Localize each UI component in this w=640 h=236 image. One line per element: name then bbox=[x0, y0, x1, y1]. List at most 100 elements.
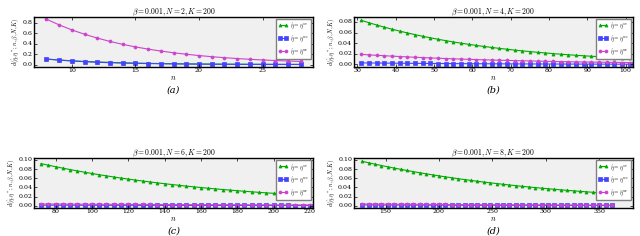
$\hat{\eta}=\eta^{wc}$ bbox=[262, 204, 270, 207]
$\hat{\eta}=\eta^{sv}$ bbox=[81, 60, 88, 63]
$\hat{\eta}=\bar{\eta}^{wc}$ bbox=[390, 203, 398, 206]
$\hat{\eta}=\bar{\eta}^{wc}$ bbox=[480, 203, 488, 206]
$\hat{\eta}=\bar{\eta}^{wc}$ bbox=[284, 60, 292, 63]
$\hat{\eta}=\eta^{wc}$ bbox=[88, 204, 96, 207]
$\hat{\eta}=\bar{\eta}^{wc}$ bbox=[66, 203, 74, 206]
X-axis label: $n$: $n$ bbox=[490, 215, 497, 223]
$\hat{\eta}=\eta^{wc}$ bbox=[426, 62, 434, 65]
$\hat{\eta}=\eta^{sv}$ bbox=[357, 19, 365, 22]
$\hat{\eta}=\bar{\eta}^{wc}$ bbox=[416, 203, 424, 206]
$\hat{\eta}=\eta^{sv}$ bbox=[284, 193, 292, 196]
$\hat{\eta}=\eta^{sv}$ bbox=[588, 55, 595, 58]
$\hat{\eta}=\bar{\eta}^{wc}$ bbox=[378, 203, 385, 206]
$\hat{\eta}=\eta^{wc}$ bbox=[372, 62, 380, 64]
$\hat{\eta}=\bar{\eta}^{wc}$ bbox=[59, 203, 67, 206]
$\hat{\eta}=\eta^{sv}$ bbox=[378, 164, 385, 167]
$\hat{\eta}=\eta^{sv}$ bbox=[262, 191, 270, 194]
$\hat{\eta}=\eta^{sv}$ bbox=[44, 164, 52, 167]
$\hat{\eta}=\eta^{wc}$ bbox=[269, 204, 277, 207]
$\hat{\eta}=\bar{\eta}^{wc}$ bbox=[170, 51, 177, 54]
$\hat{\eta}=\eta^{sv}$ bbox=[603, 56, 611, 59]
$\hat{\eta}=\bar{\eta}^{wc}$ bbox=[480, 58, 488, 61]
Legend: $\hat{\eta}=\eta^{sv}$, $\hat{\eta}=\eta^{wc}$, $\hat{\eta}=\bar{\eta}^{wc}$: $\hat{\eta}=\eta^{sv}$, $\hat{\eta}=\eta… bbox=[276, 19, 310, 59]
$\hat{\eta}=\bar{\eta}^{wc}$ bbox=[197, 203, 205, 206]
$\hat{\eta}=\eta^{wc}$ bbox=[259, 63, 266, 66]
$\hat{\eta}=\eta^{wc}$ bbox=[457, 62, 465, 65]
$\hat{\eta}=\eta^{wc}$ bbox=[37, 204, 45, 206]
$\hat{\eta}=\eta^{wc}$ bbox=[572, 63, 580, 66]
Text: (b): (b) bbox=[486, 86, 500, 95]
$\hat{\eta}=\bar{\eta}^{wc}$ bbox=[95, 203, 103, 206]
$\hat{\eta}=\eta^{wc}$ bbox=[81, 60, 88, 63]
$\hat{\eta}=\eta^{sv}$ bbox=[291, 193, 299, 196]
$\hat{\eta}=\eta^{wc}$ bbox=[511, 63, 518, 65]
$\hat{\eta}=\eta^{sv}$ bbox=[557, 188, 564, 191]
$\hat{\eta}=\eta^{wc}$ bbox=[525, 204, 532, 207]
$\hat{\eta}=\eta^{sv}$ bbox=[572, 54, 580, 57]
$\hat{\eta}=\eta^{sv}$ bbox=[442, 175, 449, 178]
$\hat{\eta}=\bar{\eta}^{wc}$ bbox=[157, 50, 164, 52]
$\hat{\eta}=\eta^{sv}$ bbox=[132, 62, 140, 64]
$\hat{\eta}=\eta^{sv}$ bbox=[271, 63, 279, 66]
$\hat{\eta}=\eta^{wc}$ bbox=[538, 204, 545, 207]
Title: $\beta=0.001, N=6, K=200$: $\beta=0.001, N=6, K=200$ bbox=[132, 148, 216, 159]
$\hat{\eta}=\eta^{wc}$ bbox=[234, 63, 241, 66]
$\hat{\eta}=\eta^{sv}$ bbox=[219, 188, 227, 191]
$\hat{\eta}=\bar{\eta}^{wc}$ bbox=[37, 202, 45, 205]
$\hat{\eta}=\eta^{wc}$ bbox=[277, 204, 285, 207]
$\hat{\eta}=\bar{\eta}^{wc}$ bbox=[557, 204, 564, 206]
$\hat{\eta}=\eta^{sv}$ bbox=[595, 55, 603, 58]
$\hat{\eta}=\eta^{wc}$ bbox=[248, 204, 255, 207]
$\hat{\eta}=\eta^{sv}$ bbox=[493, 182, 500, 185]
$\hat{\eta}=\eta^{wc}$ bbox=[518, 204, 526, 207]
$\hat{\eta}=\eta^{wc}$ bbox=[297, 63, 305, 66]
$\hat{\eta}=\bar{\eta}^{wc}$ bbox=[572, 60, 580, 63]
$\hat{\eta}=\eta^{sv}$ bbox=[157, 62, 164, 65]
$\hat{\eta}=\eta^{wc}$ bbox=[221, 63, 228, 66]
$\hat{\eta}=\eta^{wc}$ bbox=[499, 204, 507, 207]
$\hat{\eta}=\bar{\eta}^{wc}$ bbox=[182, 53, 190, 56]
$\hat{\eta}=\bar{\eta}^{wc}$ bbox=[88, 203, 96, 206]
$\hat{\eta}=\bar{\eta}^{wc}$ bbox=[602, 204, 609, 206]
$\hat{\eta}=\bar{\eta}^{wc}$ bbox=[74, 203, 81, 206]
$\hat{\eta}=\bar{\eta}^{wc}$ bbox=[81, 203, 88, 206]
$\hat{\eta}=\eta^{wc}$ bbox=[234, 204, 241, 207]
$\hat{\eta}=\eta^{wc}$ bbox=[493, 204, 500, 207]
$\hat{\eta}=\eta^{wc}$ bbox=[422, 204, 430, 206]
Line: $\hat{\eta}=\eta^{sv}$: $\hat{\eta}=\eta^{sv}$ bbox=[360, 19, 631, 60]
$\hat{\eta}=\eta^{sv}$ bbox=[411, 33, 419, 36]
$\hat{\eta}=\eta^{sv}$ bbox=[422, 173, 430, 175]
$\hat{\eta}=\eta^{wc}$ bbox=[378, 204, 385, 206]
Line: $\hat{\eta}=\eta^{sv}$: $\hat{\eta}=\eta^{sv}$ bbox=[45, 58, 302, 66]
$\hat{\eta}=\eta^{wc}$ bbox=[595, 204, 603, 207]
$\hat{\eta}=\eta^{wc}$ bbox=[534, 63, 541, 65]
Line: $\hat{\eta}=\bar{\eta}^{wc}$: $\hat{\eta}=\bar{\eta}^{wc}$ bbox=[40, 202, 311, 206]
$\hat{\eta}=\bar{\eta}^{wc}$ bbox=[43, 18, 51, 21]
$\hat{\eta}=\eta^{wc}$ bbox=[474, 204, 481, 207]
$\hat{\eta}=\bar{\eta}^{wc}$ bbox=[563, 204, 571, 206]
$\hat{\eta}=\bar{\eta}^{wc}$ bbox=[208, 55, 216, 58]
$\hat{\eta}=\eta^{sv}$ bbox=[541, 51, 549, 54]
$\hat{\eta}=\eta^{sv}$ bbox=[564, 53, 572, 56]
$\hat{\eta}=\eta^{wc}$ bbox=[226, 204, 234, 207]
$\hat{\eta}=\eta^{wc}$ bbox=[588, 63, 595, 66]
$\hat{\eta}=\bar{\eta}^{wc}$ bbox=[110, 203, 118, 206]
$\hat{\eta}=\eta^{wc}$ bbox=[74, 204, 81, 207]
$\hat{\eta}=\eta^{sv}$ bbox=[396, 30, 403, 33]
$\hat{\eta}=\eta^{wc}$ bbox=[396, 62, 403, 65]
$\hat{\eta}=\bar{\eta}^{wc}$ bbox=[204, 203, 212, 206]
$\hat{\eta}=\bar{\eta}^{wc}$ bbox=[518, 59, 526, 62]
$\hat{\eta}=\eta^{sv}$ bbox=[277, 192, 285, 195]
$\hat{\eta}=\eta^{wc}$ bbox=[486, 204, 494, 207]
$\hat{\eta}=\bar{\eta}^{wc}$ bbox=[55, 24, 63, 26]
$\hat{\eta}=\eta^{wc}$ bbox=[544, 204, 552, 207]
$\hat{\eta}=\eta^{wc}$ bbox=[416, 204, 424, 206]
$\hat{\eta}=\eta^{wc}$ bbox=[611, 63, 618, 66]
$\hat{\eta}=\bar{\eta}^{wc}$ bbox=[145, 48, 152, 51]
$\hat{\eta}=\bar{\eta}^{wc}$ bbox=[262, 203, 270, 206]
$\hat{\eta}=\eta^{wc}$ bbox=[550, 204, 558, 207]
$\hat{\eta}=\eta^{sv}$ bbox=[182, 185, 190, 188]
$\hat{\eta}=\eta^{wc}$ bbox=[570, 204, 577, 207]
Line: $\hat{\eta}=\eta^{wc}$: $\hat{\eta}=\eta^{wc}$ bbox=[360, 203, 614, 207]
$\hat{\eta}=\eta^{sv}$ bbox=[448, 176, 456, 179]
